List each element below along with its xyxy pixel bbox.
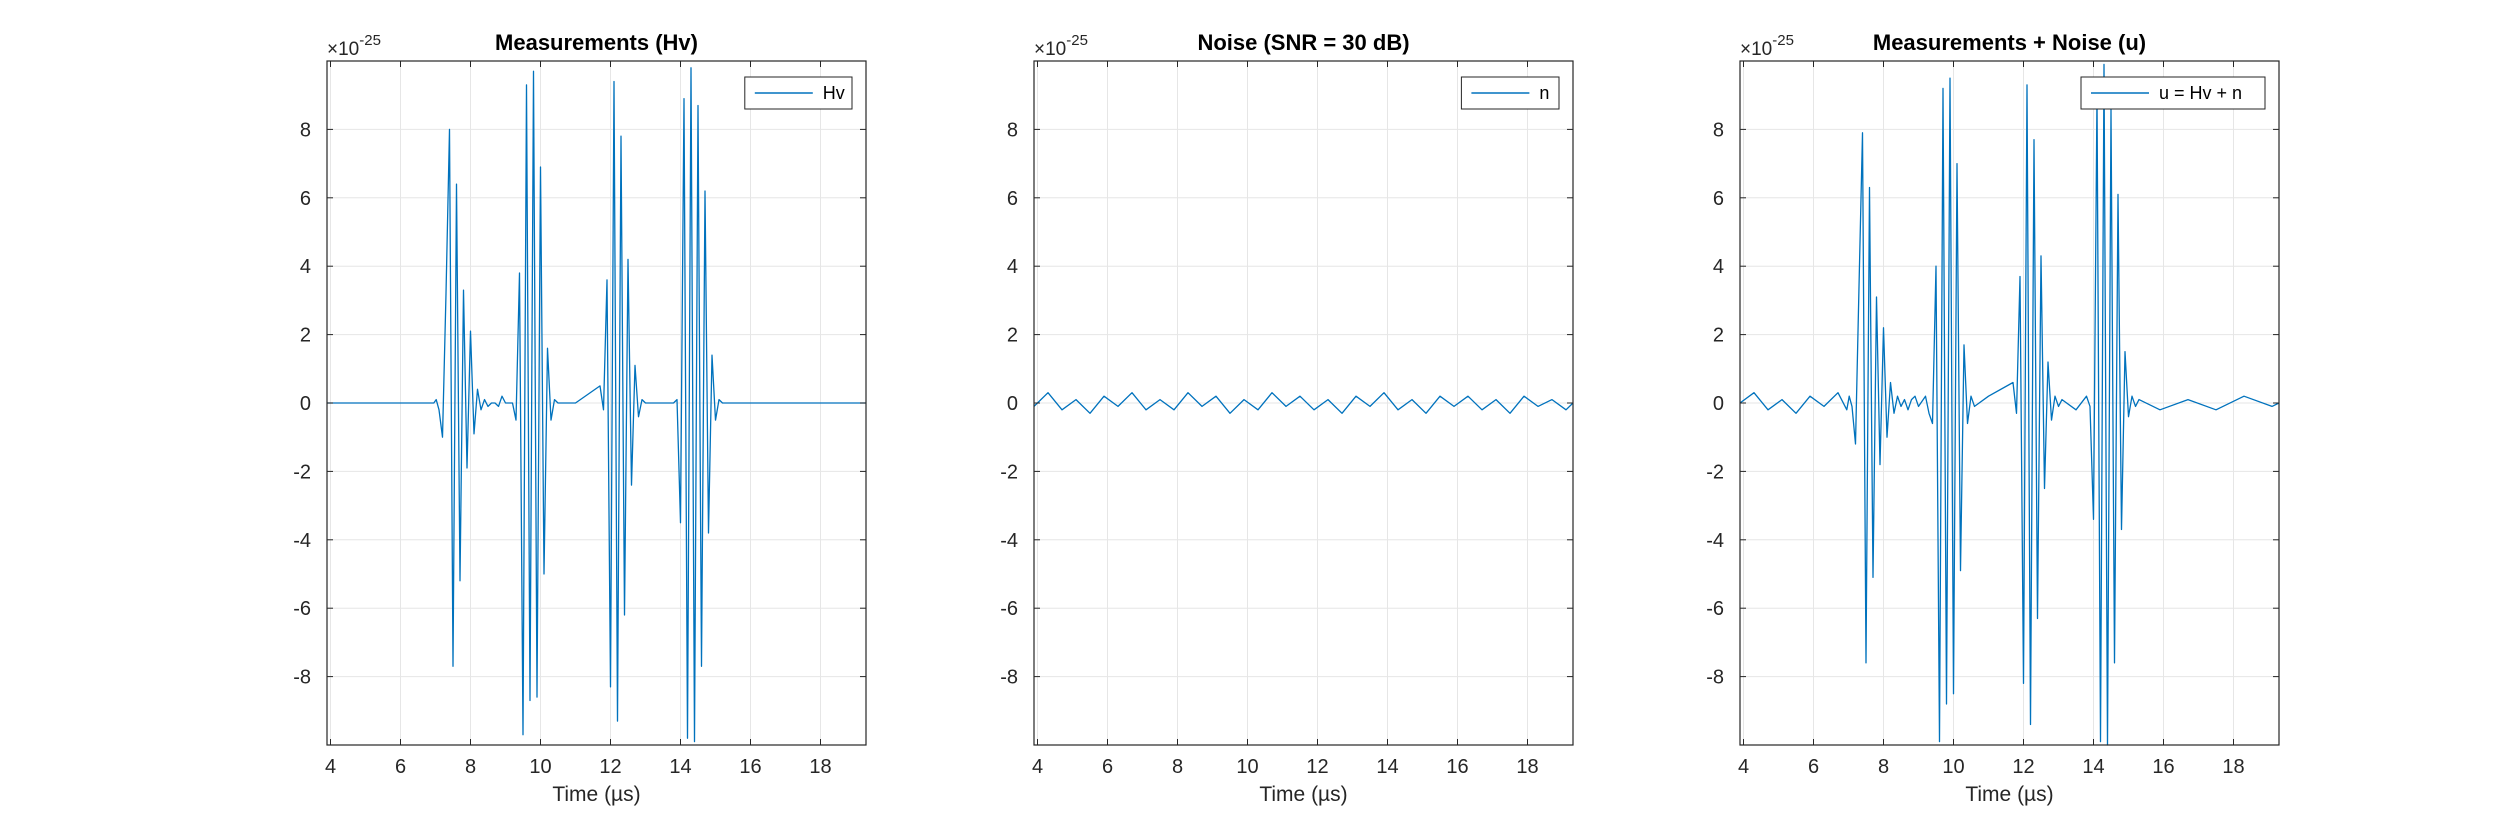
- grid-lines: [1740, 61, 2279, 745]
- panel-noise: 4 6 8 10 12 14 16 18 -8 -6 -4 -2 0 2 4 6 8 Noise (SNR = …: [1000, 30, 1574, 806]
- x-tick-label: 4: [1738, 756, 1749, 778]
- y-tick-label: -4: [293, 530, 311, 552]
- grid-lines: [1034, 61, 1573, 745]
- y-exponent-power: -25: [1772, 32, 1794, 49]
- x-tick-label: 6: [1808, 756, 1819, 778]
- legend-entry-n: n: [1539, 83, 1549, 103]
- legend-entry-hv: Hv: [823, 83, 845, 103]
- x-tick-label: 4: [325, 756, 336, 778]
- y-tick-label: 6: [1007, 188, 1018, 210]
- x-tick-label: 16: [1446, 756, 1468, 778]
- legend: u = Hv + n: [2080, 76, 2266, 110]
- x-tick-label: 14: [2082, 756, 2104, 778]
- y-tick-label: 0: [1713, 393, 1724, 415]
- chart-title: Measurements + Noise (u): [1873, 30, 2146, 55]
- y-tick-label: 2: [1007, 325, 1018, 347]
- x-tick-label: 16: [739, 756, 761, 778]
- ticks: 4 6 8 10 12 14 16 18 -8 -6 -4 -2 0 2 4 6 8: [293, 61, 866, 778]
- y-tick-label: 8: [300, 119, 311, 141]
- y-tick-label: -4: [1706, 530, 1724, 552]
- series-line-hv: [327, 67, 866, 743]
- x-tick-label: 14: [1376, 756, 1398, 778]
- y-tick-label: -8: [1000, 667, 1018, 689]
- y-tick-label: -8: [1706, 667, 1724, 689]
- x-tick-label: 6: [395, 756, 406, 778]
- y-tick-label: -8: [293, 667, 311, 689]
- y-tick-label: 6: [300, 188, 311, 210]
- y-tick-label: 4: [1007, 256, 1018, 278]
- y-exponent-power: -25: [359, 32, 381, 49]
- grid-lines: [327, 61, 866, 745]
- panel-measurements-plus-noise: 4 6 8 10 12 14 16 18 -8 -6 -4 -2 0 2 4 6 8 Measurements …: [1706, 30, 2280, 806]
- series-line-u: [1739, 63, 2280, 746]
- x-tick-label: 16: [2152, 756, 2174, 778]
- y-tick-label: 0: [300, 393, 311, 415]
- series-line-n: [1033, 392, 1574, 414]
- y-tick-label: -2: [1706, 461, 1724, 483]
- legend-entry-u: u = Hv + n: [2159, 83, 2242, 103]
- y-tick-label: -6: [1706, 598, 1724, 620]
- x-tick-label: 10: [1942, 756, 1964, 778]
- x-axis-label: Time (µs): [552, 783, 640, 806]
- y-tick-label: -2: [293, 461, 311, 483]
- x-tick-label: 8: [465, 756, 476, 778]
- y-tick-label: 8: [1007, 119, 1018, 141]
- x-tick-label: 8: [1172, 756, 1183, 778]
- chart-title: Measurements (Hv): [495, 30, 698, 55]
- x-tick-label: 6: [1102, 756, 1113, 778]
- y-tick-label: 8: [1713, 119, 1724, 141]
- x-tick-label: 4: [1032, 756, 1043, 778]
- y-tick-label: 4: [1713, 256, 1724, 278]
- y-exponent-label: ×10-25: [1034, 32, 1088, 60]
- x-axis-label: Time (µs): [1259, 783, 1347, 806]
- x-axis-label: Time (µs): [1965, 783, 2053, 806]
- y-tick-label: -2: [1000, 461, 1018, 483]
- y-exponent-base: ×10: [1740, 39, 1772, 60]
- y-tick-label: 2: [1713, 325, 1724, 347]
- legend: Hv: [744, 76, 853, 110]
- panel-measurements: 4 6 8 10 12 14 16 18 -8 -6 -4 -2 0 2 4 6 8 Measurements …: [293, 30, 867, 806]
- x-tick-label: 18: [2222, 756, 2244, 778]
- y-exponent-base: ×10: [327, 39, 359, 60]
- y-tick-label: 2: [300, 325, 311, 347]
- y-exponent-label: ×10-25: [327, 32, 381, 60]
- legend: n: [1460, 76, 1560, 110]
- x-tick-label: 8: [1878, 756, 1889, 778]
- x-tick-label: 12: [599, 756, 621, 778]
- y-tick-label: 6: [1713, 188, 1724, 210]
- y-tick-label: -4: [1000, 530, 1018, 552]
- y-tick-label: -6: [293, 598, 311, 620]
- x-tick-label: 12: [2012, 756, 2034, 778]
- x-tick-label: 14: [669, 756, 691, 778]
- y-tick-label: -6: [1000, 598, 1018, 620]
- y-tick-label: 4: [300, 256, 311, 278]
- y-tick-label: 0: [1007, 393, 1018, 415]
- x-tick-label: 18: [809, 756, 831, 778]
- x-tick-label: 10: [529, 756, 551, 778]
- y-exponent-base: ×10: [1034, 39, 1066, 60]
- ticks: 4 6 8 10 12 14 16 18 -8 -6 -4 -2 0 2 4 6 8: [1706, 61, 2279, 778]
- chart-title: Noise (SNR = 30 dB): [1197, 30, 1409, 55]
- y-exponent-label: ×10-25: [1740, 32, 1794, 60]
- ticks: 4 6 8 10 12 14 16 18 -8 -6 -4 -2 0 2 4 6 8: [1000, 61, 1573, 778]
- x-tick-label: 18: [1516, 756, 1538, 778]
- x-tick-label: 12: [1306, 756, 1328, 778]
- x-tick-label: 10: [1236, 756, 1258, 778]
- y-exponent-power: -25: [1066, 32, 1088, 49]
